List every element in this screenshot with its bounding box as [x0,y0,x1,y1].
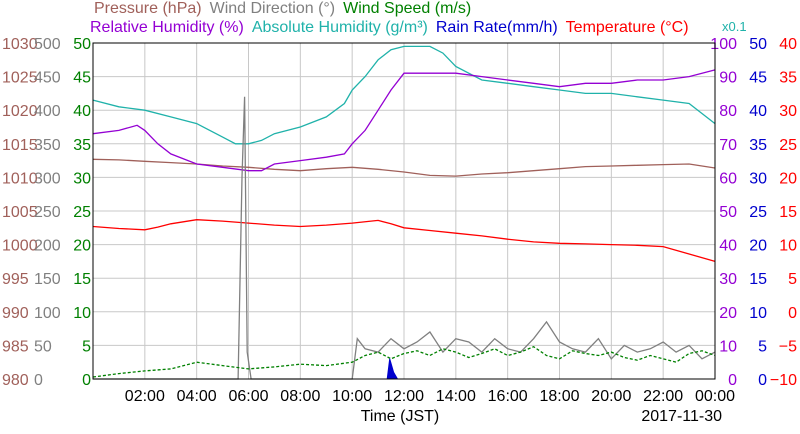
y-tick-relative-humidity: 30 [719,271,737,288]
y-tick-relative-humidity: 0 [728,372,737,389]
y-tick-relative-humidity: 40 [719,238,737,255]
y-tick-wind-direction: 350 [34,137,61,154]
legend-temperature: Temperature (°C) [565,19,689,36]
y-tick-wind-direction: 200 [34,238,61,255]
y-tick-wind-direction: 100 [34,305,61,322]
x-tick-label: 16:00 [488,388,528,405]
y-tick-wind-speed: 35 [73,137,91,154]
y-tick-wind-speed: 50 [73,36,91,53]
y-tick-temperature: −10 [770,372,797,389]
y-tick-rain-rate: 40 [749,103,767,120]
y-tick-wind-direction: 400 [34,103,61,120]
y-tick-rain-rate: 50 [749,36,767,53]
x-tick-label: 00:00 [695,388,735,405]
legend-row-1: Pressure (hPa) Wind Direction (°) Wind Spe… [94,0,471,18]
y-tick-wind-speed: 40 [73,103,91,120]
y-tick-rain-rate: 25 [749,204,767,221]
x-tick-label: 02:00 [125,388,165,405]
y-tick-temperature: 10 [779,238,797,255]
legend-rain-rate: Rain Rate(mm/h) [435,19,558,36]
y-tick-pressure: 1010 [2,170,38,187]
axis-ticks: 02:00 04:00 06:00 08:00 10:00 12:00 14:00 16:00… [2,36,797,405]
y-tick-wind-speed: 30 [73,170,91,187]
y-tick-relative-humidity: 20 [719,305,737,322]
x-tick-label: 06:00 [228,388,268,405]
date-label: 2017-11-30 [641,408,722,425]
y-tick-pressure: 1030 [2,36,38,53]
y-tick-relative-humidity: 80 [719,103,737,120]
y-tick-pressure: 980 [2,372,29,389]
y-tick-wind-direction: 300 [34,170,61,187]
y-tick-relative-humidity: 100 [710,36,737,53]
x-axis-title: Time (JST) [360,408,440,425]
y-tick-relative-humidity: 50 [719,204,737,221]
y-tick-temperature: 20 [779,170,797,187]
y-tick-relative-humidity: 10 [719,338,737,355]
y-tick-rain-rate: 20 [749,238,767,255]
legend-wind-direction: Wind Direction (°) [209,0,336,17]
y-tick-pressure: 995 [2,271,29,288]
y-tick-wind-speed: 45 [73,70,91,87]
x-tick-label: 10:00 [332,388,372,405]
grid [93,42,716,380]
series-relative-humidity [92,69,716,172]
y-tick-relative-humidity: 90 [719,70,737,87]
y-tick-rain-rate: 35 [749,137,767,154]
y-tick-temperature: 0 [788,305,797,322]
y-tick-wind-direction: 500 [34,36,61,53]
y-tick-wind-speed: 10 [73,305,91,322]
y-tick-wind-speed: 20 [73,238,91,255]
x-tick-label: 14:00 [436,388,476,405]
x-tick-label: 18:00 [539,388,579,405]
y-tick-wind-speed: 0 [82,372,91,389]
y-tick-rain-rate: 5 [758,338,767,355]
series-absolute-humidity-g-m [92,45,716,145]
legend-absolute-humidity: Absolute Humidity (g/m³) [251,19,428,36]
y-tick-rain-rate: 0 [758,372,767,389]
y-tick-temperature: 25 [779,137,797,154]
y-tick-wind-direction: 450 [34,70,61,87]
y-tick-pressure: 1020 [2,103,38,120]
x-tick-label: 08:00 [280,388,320,405]
y-tick-wind-speed: 15 [73,271,91,288]
legend-relative-humidity: Relative Humidity (%) [90,19,244,36]
legend-pressure: Pressure (hPa) [94,0,202,17]
y-tick-temperature: −5 [779,338,797,355]
plot-frame [92,42,716,380]
y-tick-wind-speed: 25 [73,204,91,221]
x-tick-label: 04:00 [177,388,217,405]
y-tick-relative-humidity: 60 [719,170,737,187]
legend-wind-speed: Wind Speed (m/s) [343,0,472,17]
series-temperature-c [92,219,716,263]
x-tick-label: 12:00 [384,388,424,405]
y-tick-temperature: 40 [779,36,797,53]
y-tick-temperature: 30 [779,103,797,120]
y-tick-wind-direction: 50 [34,338,52,355]
y-tick-wind-direction: 0 [34,372,43,389]
y-tick-pressure: 1000 [2,238,38,255]
x-tick-label: 22:00 [643,388,683,405]
y-tick-rain-rate: 10 [749,305,767,322]
y-tick-pressure: 1015 [2,137,38,154]
y-tick-rain-rate: 45 [749,70,767,87]
y-tick-pressure: 1025 [2,70,38,87]
y-tick-wind-direction: 150 [34,271,61,288]
y-tick-temperature: 35 [779,70,797,87]
y-tick-temperature: 5 [788,271,797,288]
series-wind-speed-m-s [92,345,716,378]
x-tick-label: 20:00 [591,388,631,405]
y-tick-temperature: 15 [779,204,797,221]
series-layer [92,45,716,380]
y-tick-rain-rate: 30 [749,170,767,187]
y-tick-relative-humidity: 70 [719,137,737,154]
y-tick-pressure: 990 [2,305,29,322]
y-tick-wind-direction: 250 [34,204,61,221]
y-tick-wind-speed: 5 [82,338,91,355]
abs-humidity-scale-note: x0.1 [722,19,747,34]
legend-row-2: Relative Humidity (%) Absolute Humidity (… [90,19,689,37]
y-tick-pressure: 1005 [2,204,38,221]
y-tick-pressure: 985 [2,338,29,355]
y-tick-rain-rate: 15 [749,271,767,288]
